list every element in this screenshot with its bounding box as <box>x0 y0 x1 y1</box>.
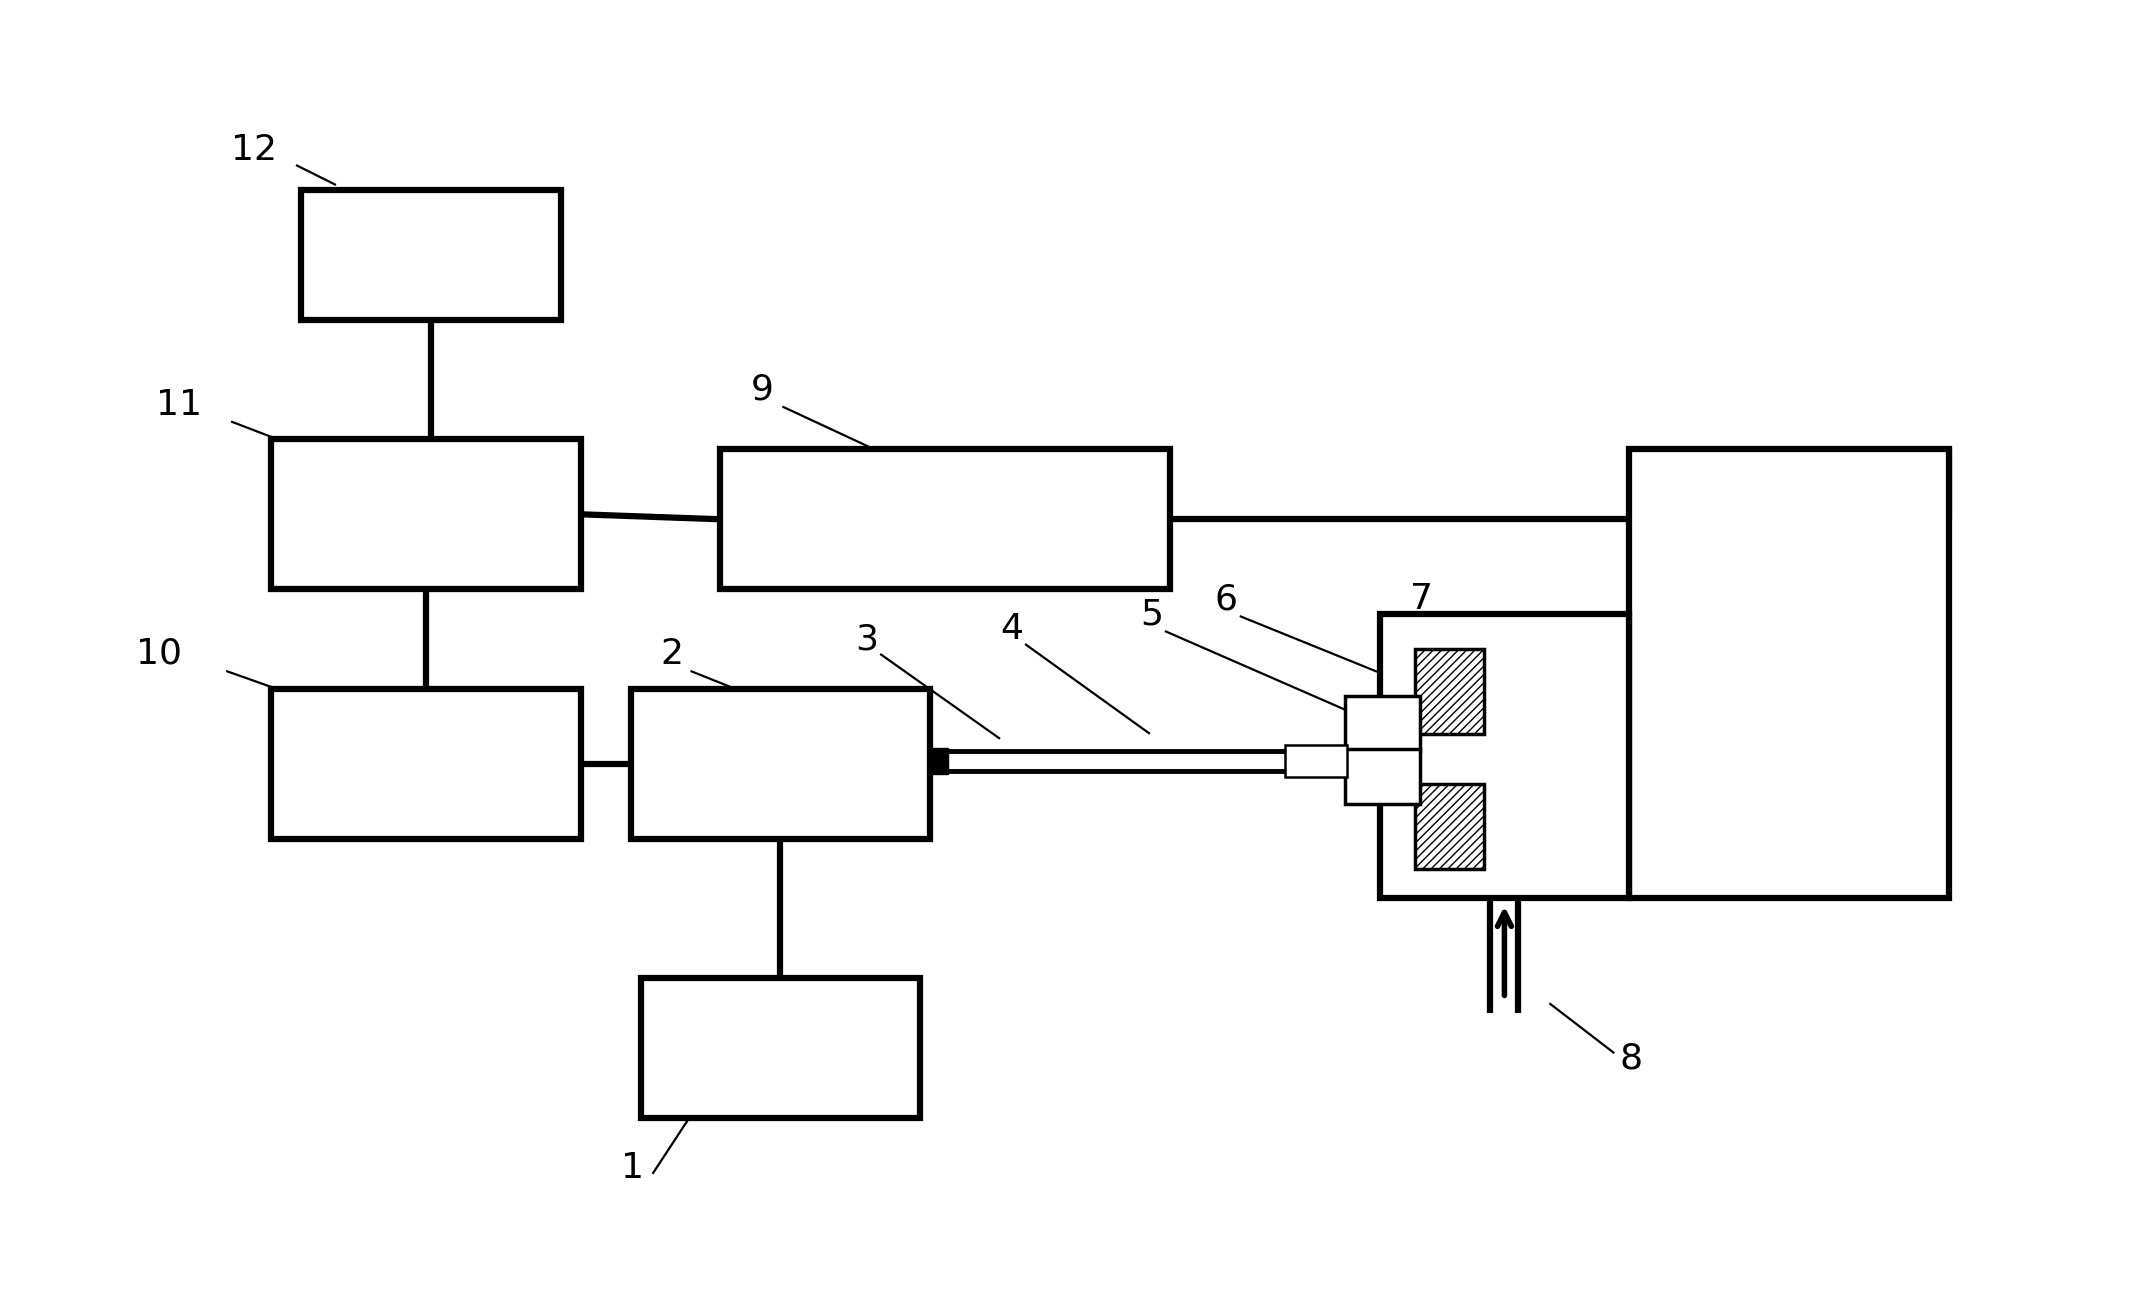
Bar <box>300 190 560 320</box>
Text: 8: 8 <box>1620 1040 1643 1076</box>
Text: 6: 6 <box>1215 582 1238 616</box>
Bar <box>1630 449 1950 899</box>
Bar <box>1415 650 1485 734</box>
Bar <box>1285 744 1347 777</box>
Text: 5: 5 <box>1140 598 1164 631</box>
Bar <box>720 449 1170 590</box>
Text: 2: 2 <box>661 637 684 672</box>
Bar <box>1415 783 1485 869</box>
Bar <box>1345 748 1419 804</box>
Bar <box>929 748 948 774</box>
Text: 3: 3 <box>855 622 878 656</box>
Text: 10: 10 <box>136 637 183 672</box>
Bar <box>641 978 921 1118</box>
Text: 11: 11 <box>156 387 202 421</box>
Bar <box>1379 614 1630 899</box>
Text: 4: 4 <box>999 612 1023 646</box>
Bar <box>271 688 580 839</box>
Bar <box>631 688 929 839</box>
Text: 12: 12 <box>230 132 277 168</box>
Text: 9: 9 <box>750 373 774 407</box>
Text: 1: 1 <box>620 1151 644 1185</box>
Bar <box>271 439 580 590</box>
Bar <box>1345 696 1419 751</box>
Text: 7: 7 <box>1409 582 1432 616</box>
